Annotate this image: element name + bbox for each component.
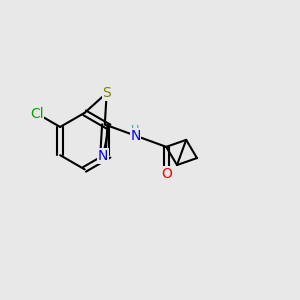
Text: O: O (161, 167, 172, 181)
Text: N: N (130, 129, 141, 143)
Text: Cl: Cl (30, 106, 44, 121)
Text: S: S (102, 86, 111, 100)
Text: H: H (131, 125, 140, 135)
Text: N: N (98, 149, 108, 163)
